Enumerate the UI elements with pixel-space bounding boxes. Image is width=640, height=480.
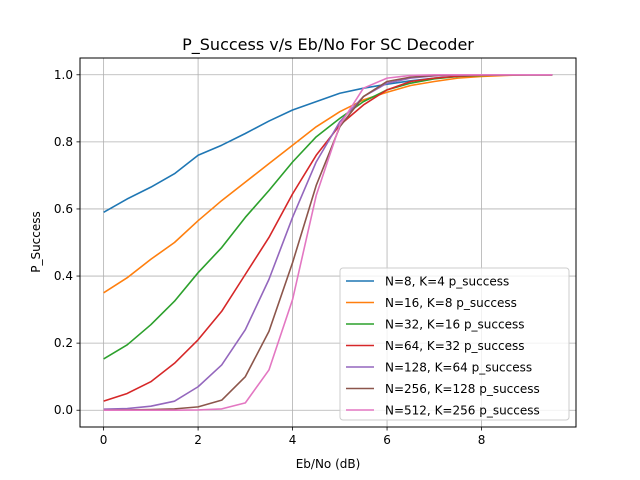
x-tick-label: 8 xyxy=(478,433,486,447)
legend-label-1: N=8, K=4 p_success xyxy=(385,275,509,289)
x-axis-label: Eb/No (dB) xyxy=(296,457,361,471)
y-tick-label: 0.8 xyxy=(54,135,73,149)
legend: N=8, K=4 p_success N=16, K=8 p_success N=3… xyxy=(339,267,570,421)
axis-ticks: 0 2 4 6 8 0.0 0.2 0.4 0.6 0.8 1.0 xyxy=(54,68,485,447)
legend-label-6: N=256, K=128 p_success xyxy=(385,382,540,396)
chart-title: P_Success v/s Eb/No For SC Decoder xyxy=(182,35,474,55)
y-tick-label: 1.0 xyxy=(54,68,73,82)
legend-label-5: N=128, K=64 p_success xyxy=(385,361,532,375)
legend-label-3: N=32, K=16 p_success xyxy=(385,318,525,332)
y-tick-label: 0.0 xyxy=(54,403,73,417)
y-tick-label: 0.6 xyxy=(54,202,73,216)
y-tick-label: 0.4 xyxy=(54,269,73,283)
plot-frame xyxy=(79,57,577,428)
legend-label-4: N=64, K=32 p_success xyxy=(385,339,525,353)
series-lines xyxy=(103,73,553,412)
series-line-7 xyxy=(103,73,553,412)
legend-label-7: N=512, K=256 p_success xyxy=(385,404,540,418)
legend-label-2: N=16, K=8 p_success xyxy=(385,296,517,310)
x-tick-label: 2 xyxy=(194,433,202,447)
x-tick-label: 4 xyxy=(289,433,297,447)
legend-box xyxy=(339,267,570,421)
x-tick-label: 6 xyxy=(383,433,391,447)
y-tick-label: 0.2 xyxy=(54,336,73,350)
series-line-2 xyxy=(103,73,553,294)
y-axis-label: P_Success xyxy=(29,211,43,273)
x-tick-label: 0 xyxy=(100,433,108,447)
